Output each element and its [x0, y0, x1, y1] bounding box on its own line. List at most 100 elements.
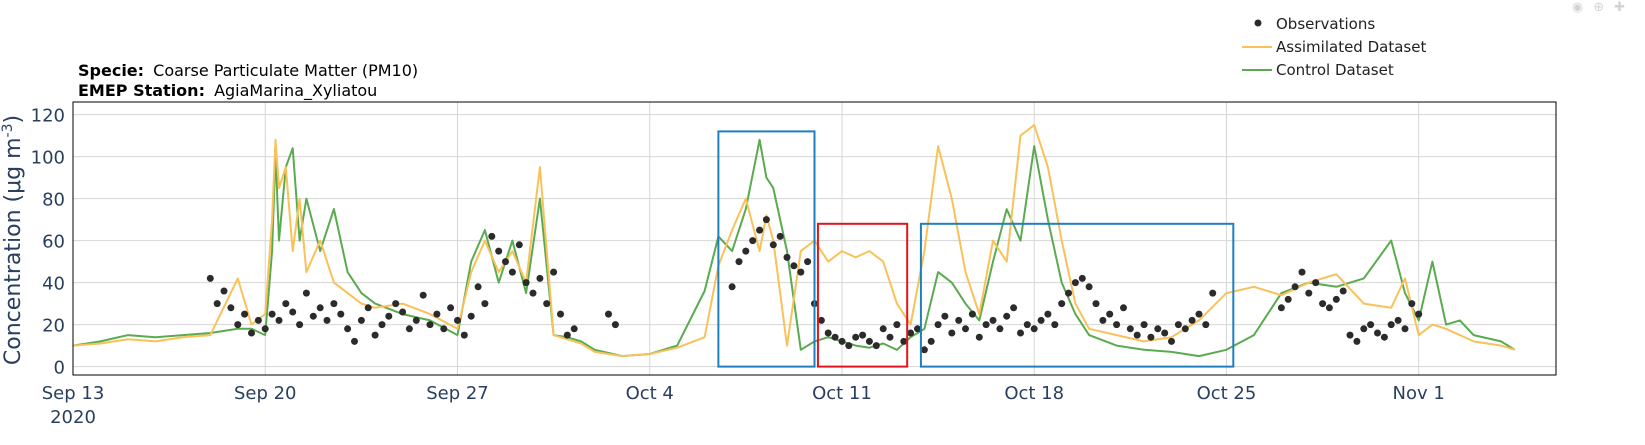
assimilated-dataset-line	[72, 124, 1516, 358]
observation-point	[1401, 325, 1409, 333]
observation-point	[206, 274, 214, 282]
observation-point	[289, 308, 297, 316]
observation-point	[1202, 321, 1210, 329]
y-tick-label: 0	[54, 358, 65, 379]
control-dataset-line	[72, 138, 1516, 358]
observation-point	[337, 310, 345, 318]
observation-point	[735, 258, 743, 266]
observation-point	[1147, 333, 1155, 341]
observation-point	[447, 304, 455, 312]
legend[interactable]: Observations Assimilated Dataset Control…	[1242, 15, 1426, 79]
observation-point	[907, 329, 915, 337]
observation-point	[426, 321, 434, 329]
legend-item-control[interactable]: Control Dataset	[1242, 61, 1394, 79]
observation-point	[220, 287, 228, 295]
observation-point	[1374, 329, 1381, 337]
plot-border	[72, 101, 1557, 376]
observation-point	[481, 300, 489, 308]
observation-point	[790, 262, 798, 270]
observation-point	[550, 268, 558, 276]
observation-point	[865, 337, 873, 345]
observation-point	[1195, 310, 1203, 318]
highlight-box-red	[816, 222, 909, 368]
observation-point	[1353, 337, 1361, 345]
pan-icon[interactable]: ✚	[1614, 0, 1625, 15]
observation-point	[742, 247, 750, 255]
observation-point	[261, 325, 269, 333]
highlight-box-blue	[717, 130, 816, 368]
modebar: ◉ ⊕ ✚	[1572, 0, 1625, 15]
observation-point	[962, 325, 969, 333]
observation-point	[968, 310, 976, 318]
legend-item-assimilated[interactable]: Assimilated Dataset	[1242, 38, 1426, 56]
observation-point	[605, 310, 612, 318]
observation-point	[804, 258, 812, 266]
observation-point	[227, 304, 235, 312]
observation-point	[927, 337, 935, 345]
zoom-icon[interactable]: ⊕	[1593, 0, 1605, 15]
legend-control-label: Control Dataset	[1276, 61, 1394, 79]
observation-point	[1037, 316, 1045, 324]
observation-point	[989, 316, 997, 324]
y-tick-label: 80	[42, 190, 65, 211]
observation-point	[1168, 337, 1175, 345]
observation-point	[776, 232, 784, 240]
observation-point	[543, 300, 551, 308]
plot-frame	[72, 101, 1557, 376]
observation-point	[872, 342, 880, 350]
x-tick-label: Oct 4	[626, 383, 674, 404]
observation-point	[254, 316, 262, 324]
y-axis-title-sup: -3	[0, 124, 16, 138]
specie-line: Specie: Coarse Particulate Matter (PM10)	[78, 61, 418, 80]
x-tick-label: Sep 20	[234, 383, 297, 404]
observation-point	[515, 241, 523, 249]
y-tick-label: 100	[31, 148, 65, 169]
y-tick-label: 60	[42, 232, 65, 253]
observation-point	[1133, 331, 1141, 339]
observation-point	[914, 325, 921, 333]
observation-point	[1284, 295, 1292, 303]
observation-point	[1188, 316, 1196, 324]
y-tick-label: 40	[42, 274, 65, 295]
observation-point	[330, 300, 338, 308]
x-tick-label: Oct 25	[1197, 383, 1257, 404]
camera-icon[interactable]: ◉	[1571, 0, 1584, 15]
observation-point	[467, 312, 475, 320]
observation-point	[941, 312, 949, 320]
observation-point	[859, 331, 867, 339]
observation-point	[268, 310, 276, 318]
observation-point	[419, 291, 427, 299]
x-tick-label: Nov 1	[1393, 383, 1445, 404]
station-value: AgiaMarina_Xyliatou	[214, 81, 377, 101]
observation-point	[900, 337, 908, 345]
observation-point	[536, 274, 544, 282]
legend-item-observations[interactable]: Observations	[1254, 15, 1376, 33]
observation-point	[948, 329, 956, 337]
y-axis-ticks: 0 20 40 60 80 100 120	[31, 106, 65, 379]
observation-point	[323, 316, 331, 324]
observation-point	[1181, 325, 1189, 333]
observation-point	[412, 316, 420, 324]
observation-point	[1277, 304, 1285, 312]
observation-point	[1161, 329, 1169, 337]
specie-label: Specie:	[78, 61, 144, 80]
observation-point	[975, 333, 983, 341]
observation-point	[433, 310, 441, 318]
observation-point	[529, 289, 537, 297]
observation-point	[762, 216, 770, 224]
observation-point	[234, 321, 242, 329]
legend-assimilated-label: Assimilated Dataset	[1276, 38, 1426, 56]
observation-point	[1044, 310, 1052, 318]
observation-point	[797, 268, 805, 276]
observation-point	[1380, 333, 1388, 341]
observation-point	[1319, 300, 1327, 308]
y-axis-title-main: Concentration (μg m	[1, 137, 26, 365]
legend-observations-marker	[1254, 19, 1262, 27]
observation-point	[934, 321, 942, 329]
observation-point	[1312, 279, 1320, 287]
observation-point	[1140, 321, 1148, 329]
x-axis-ticks: Sep 13 2020 Sep 20 Sep 27 Oct 4 Oct 11 Oct 18 O…	[42, 383, 1445, 428]
observation-point	[351, 337, 358, 345]
observation-point	[1017, 329, 1024, 337]
